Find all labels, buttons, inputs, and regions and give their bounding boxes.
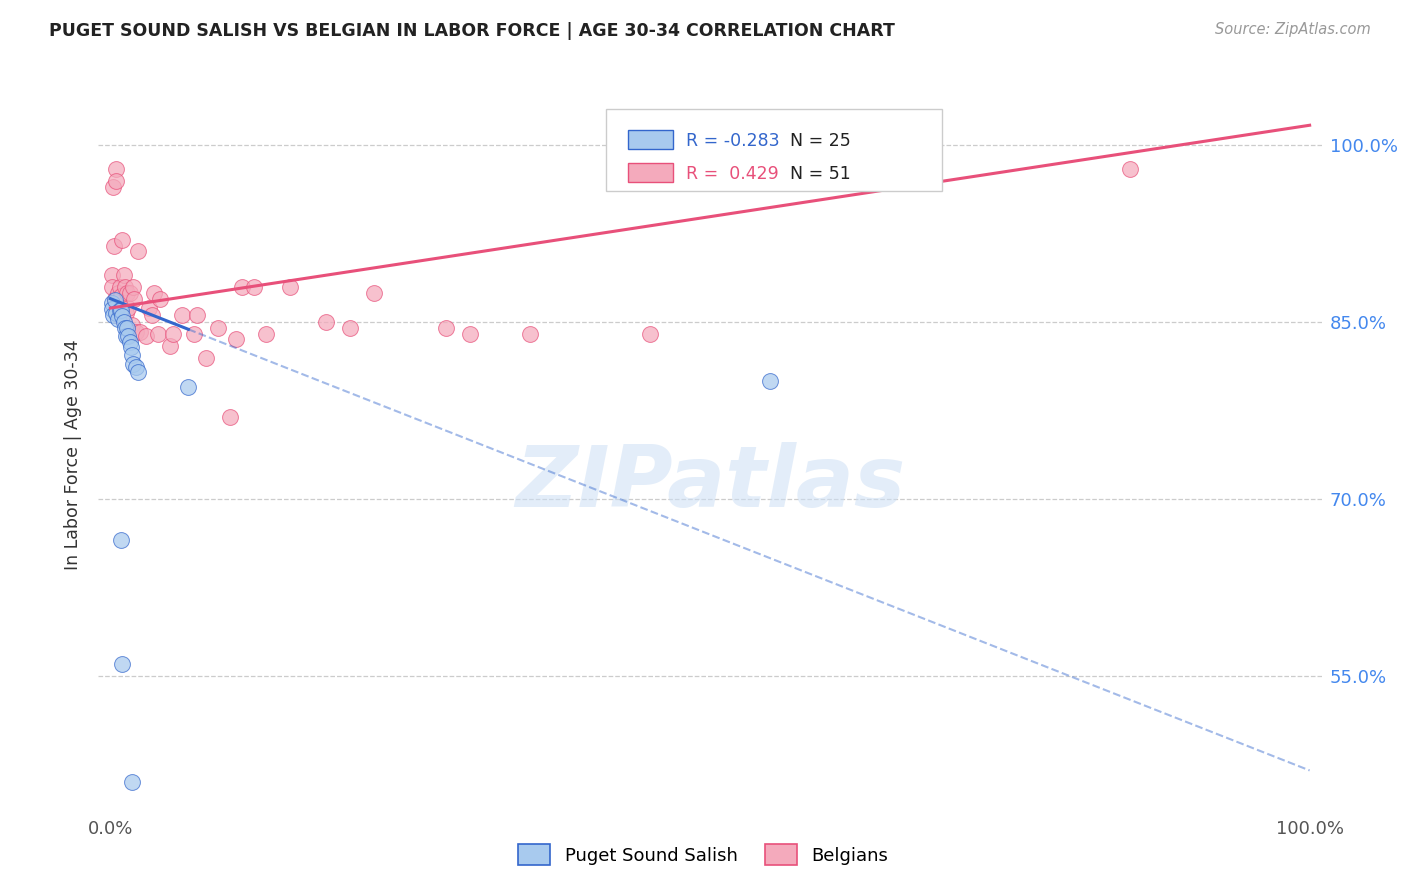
Text: ZIPatlas: ZIPatlas <box>515 442 905 525</box>
Point <box>519 326 541 341</box>
Point <box>124 292 146 306</box>
Point <box>149 292 172 306</box>
Point <box>186 308 208 322</box>
Point <box>121 318 143 332</box>
Point <box>120 340 142 354</box>
Point <box>118 285 141 300</box>
Point <box>121 348 143 362</box>
FancyBboxPatch shape <box>606 109 942 191</box>
Point <box>101 308 124 322</box>
Point <box>434 321 457 335</box>
Point <box>114 280 136 294</box>
Point <box>363 285 385 300</box>
Point <box>117 329 139 343</box>
Point <box>104 292 127 306</box>
Text: R =  0.429: R = 0.429 <box>686 165 779 183</box>
Point <box>100 302 122 317</box>
Point <box>225 332 247 346</box>
Point <box>112 268 135 282</box>
Point <box>111 233 134 247</box>
Point <box>129 325 152 339</box>
Point <box>115 285 138 300</box>
Point <box>219 409 242 424</box>
Text: N = 51: N = 51 <box>790 165 851 183</box>
Point <box>110 289 132 303</box>
Point <box>159 339 181 353</box>
Point <box>121 775 143 789</box>
Point <box>148 326 170 341</box>
Point <box>117 301 139 315</box>
Text: R = -0.283: R = -0.283 <box>686 132 779 150</box>
Point <box>110 303 132 318</box>
Point <box>118 335 141 350</box>
Point <box>122 280 145 294</box>
Point <box>183 326 205 341</box>
Text: PUGET SOUND SALISH VS BELGIAN IN LABOR FORCE | AGE 30-34 CORRELATION CHART: PUGET SOUND SALISH VS BELGIAN IN LABOR F… <box>49 22 896 40</box>
Point <box>207 321 229 335</box>
Point <box>172 308 194 322</box>
Point <box>638 326 661 341</box>
Point <box>101 179 124 194</box>
Point <box>231 280 253 294</box>
Point <box>108 280 131 294</box>
Point <box>100 296 122 310</box>
Point <box>103 238 125 252</box>
Point <box>122 357 145 371</box>
Point <box>162 326 184 341</box>
Point <box>110 533 132 548</box>
Point <box>108 303 131 318</box>
Point <box>107 285 129 300</box>
Point <box>339 321 361 335</box>
Text: Source: ZipAtlas.com: Source: ZipAtlas.com <box>1215 22 1371 37</box>
Point <box>177 380 200 394</box>
Point <box>135 329 157 343</box>
Point <box>1119 161 1142 176</box>
Point <box>759 374 782 388</box>
Point <box>458 326 481 341</box>
Point <box>107 311 129 326</box>
Point <box>105 161 128 176</box>
Point <box>111 657 134 672</box>
FancyBboxPatch shape <box>628 130 673 149</box>
Point <box>141 308 163 322</box>
Point <box>114 321 136 335</box>
Point <box>254 326 277 341</box>
Point <box>138 301 160 315</box>
Point <box>115 306 138 320</box>
Point <box>105 306 128 320</box>
Point <box>127 244 149 259</box>
Y-axis label: In Labor Force | Age 30-34: In Labor Force | Age 30-34 <box>65 340 83 570</box>
Point <box>243 280 266 294</box>
Point <box>124 359 146 374</box>
Point <box>124 325 146 339</box>
Point <box>100 280 122 294</box>
Text: N = 25: N = 25 <box>790 132 851 150</box>
Point <box>104 293 127 307</box>
Point <box>111 310 134 324</box>
Point <box>105 174 128 188</box>
Point <box>115 321 138 335</box>
Point <box>108 310 131 324</box>
Point <box>100 268 122 282</box>
Point <box>278 280 301 294</box>
Point <box>127 365 149 379</box>
Point <box>142 285 165 300</box>
FancyBboxPatch shape <box>628 163 673 182</box>
Point <box>115 329 138 343</box>
Point <box>195 351 218 365</box>
Point <box>315 315 337 329</box>
Point <box>112 315 135 329</box>
Legend: Puget Sound Salish, Belgians: Puget Sound Salish, Belgians <box>509 835 897 874</box>
